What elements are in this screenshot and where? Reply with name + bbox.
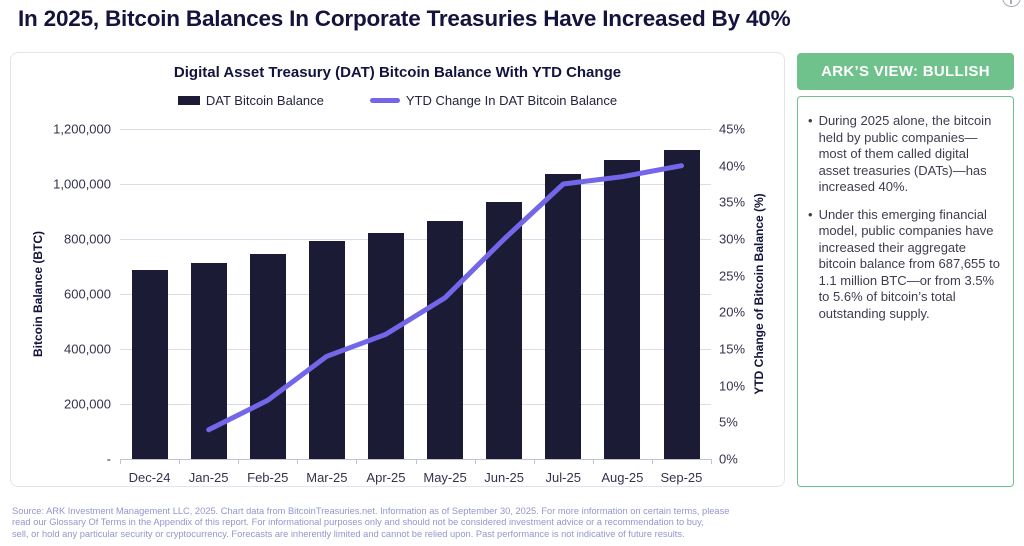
x-axis-tick [533, 459, 535, 464]
legend-item-line: YTD Change In DAT Bitcoin Balance [369, 92, 618, 108]
x-axis-label-may-25: May-25 [423, 470, 467, 485]
chart-legend: DAT Bitcoin Balance YTD Change In DAT Bi… [11, 91, 784, 109]
right-axis-tick-label: 40% [719, 158, 746, 174]
bar-feb-25 [249, 253, 286, 459]
bullet-text: Under this emerging financial model, pub… [818, 206, 1000, 321]
x-axis-label-jan-25: Jan-25 [188, 470, 229, 485]
right-axis-tick-label: 20% [719, 304, 746, 320]
x-axis-tick [356, 459, 358, 464]
info-icon[interactable] [1002, 0, 1021, 7]
bar-aug-25 [604, 160, 641, 459]
bullet-text: During 2025 alone, the bitcoin held by p… [818, 113, 992, 194]
legend-bar-label: DAT Bitcoin Balance [205, 92, 324, 108]
x-axis-label-feb-25: Feb-25 [247, 470, 289, 485]
x-axis-label-apr-25: Apr-25 [366, 470, 406, 485]
x-axis-tick [474, 459, 476, 464]
right-axis-tick-label: 25% [719, 268, 746, 284]
right-axis-tick-label: 15% [719, 341, 746, 357]
legend-item-bar: DAT Bitcoin Balance [177, 92, 324, 108]
ark-view-body: • During 2025 alone, the bitcoin held by … [797, 96, 1014, 487]
x-axis-tick [120, 459, 121, 464]
x-axis-tick [415, 459, 417, 464]
x-axis-label-mar-25: Mar-25 [306, 470, 348, 485]
disclaimer-line-1: Source: ARK Investment Management LLC, 2… [12, 506, 730, 516]
gridline [120, 129, 711, 130]
gridline [120, 239, 711, 240]
ytd-change-line [206, 163, 684, 433]
disclaimer-text: Source: ARK Investment Management LLC, 2… [12, 506, 782, 540]
bar-dec-24 [131, 269, 168, 459]
left-axis-tick-label: 400,000 [64, 341, 111, 357]
bar-jun-25 [486, 202, 523, 459]
x-axis-label-sep-25: Sep-25 [660, 470, 703, 485]
x-axis-tick [179, 459, 181, 464]
x-axis-tick [238, 459, 240, 464]
x-axis-tick [592, 459, 594, 464]
chart-panel: Digital Asset Treasury (DAT) Bitcoin Bal… [10, 52, 785, 487]
bullet-dot-icon: • [808, 113, 813, 128]
disclaimer-line-3: sell, or hold any particular security or… [12, 528, 685, 539]
left-axis-tick-label: 800,000 [64, 231, 111, 247]
legend-line-label: YTD Change In DAT Bitcoin Balance [405, 92, 618, 108]
right-axis-tick-label: 45% [719, 121, 746, 137]
x-axis-tick [297, 459, 299, 464]
x-axis-tick [711, 459, 712, 464]
right-axis-tick-label: 35% [719, 194, 746, 210]
ark-view-panel: ARK’S VIEW: BULLISH • During 2025 alone, … [797, 53, 1014, 487]
right-axis-tick-label: 10% [719, 378, 746, 394]
ark-view-bullet-2: • Under this emerging financial model, pu… [808, 207, 1002, 323]
ytd-change-polyline [206, 163, 684, 433]
disclaimer-line-2: read our Glossary Of Terms in the Append… [12, 517, 704, 528]
right-axis-tick-label: 30% [719, 231, 746, 247]
x-axis-label-dec-24: Dec-24 [128, 470, 171, 485]
gridline [120, 184, 711, 185]
left-axis-tick-label: 1,200,000 [53, 121, 111, 137]
gridline [120, 349, 711, 350]
x-axis-label-aug-25: Aug-25 [601, 470, 644, 485]
left-axis-tick-label: - [106, 451, 111, 467]
x-axis-label-jun-25: Jun-25 [484, 470, 525, 485]
bar-sep-25 [663, 149, 700, 459]
left-axis-tick-label: 600,000 [64, 286, 111, 302]
gridline [120, 294, 711, 295]
bar-swatch-icon [177, 95, 200, 105]
bar-apr-25 [367, 232, 404, 459]
page-title: In 2025, Bitcoin Balances In Corporate T… [18, 6, 791, 31]
left-axis-tick-label: 200,000 [64, 396, 111, 412]
x-axis-tick [651, 459, 653, 464]
gridline [120, 404, 711, 405]
bar-may-25 [427, 220, 464, 459]
chart-title: Digital Asset Treasury (DAT) Bitcoin Bal… [173, 64, 622, 81]
bullet-dot-icon: • [808, 206, 813, 222]
plot-area: 1,200,000 1,000,000 800,000 600,000 400,000 2… [11, 53, 786, 488]
bar-jul-25 [545, 174, 582, 459]
right-axis-tick-label: 5% [719, 414, 738, 430]
line-swatch-icon [369, 97, 400, 103]
right-axis-tick-label: 0% [719, 451, 738, 467]
left-axis-tick-label: 1,000,000 [53, 176, 111, 192]
ark-view-header: ARK’S VIEW: BULLISH [797, 53, 1014, 90]
ark-view-bullet-1: • During 2025 alone, the bitcoin held by … [808, 113, 1002, 196]
x-axis-label-jul-25: Jul-25 [545, 470, 581, 485]
